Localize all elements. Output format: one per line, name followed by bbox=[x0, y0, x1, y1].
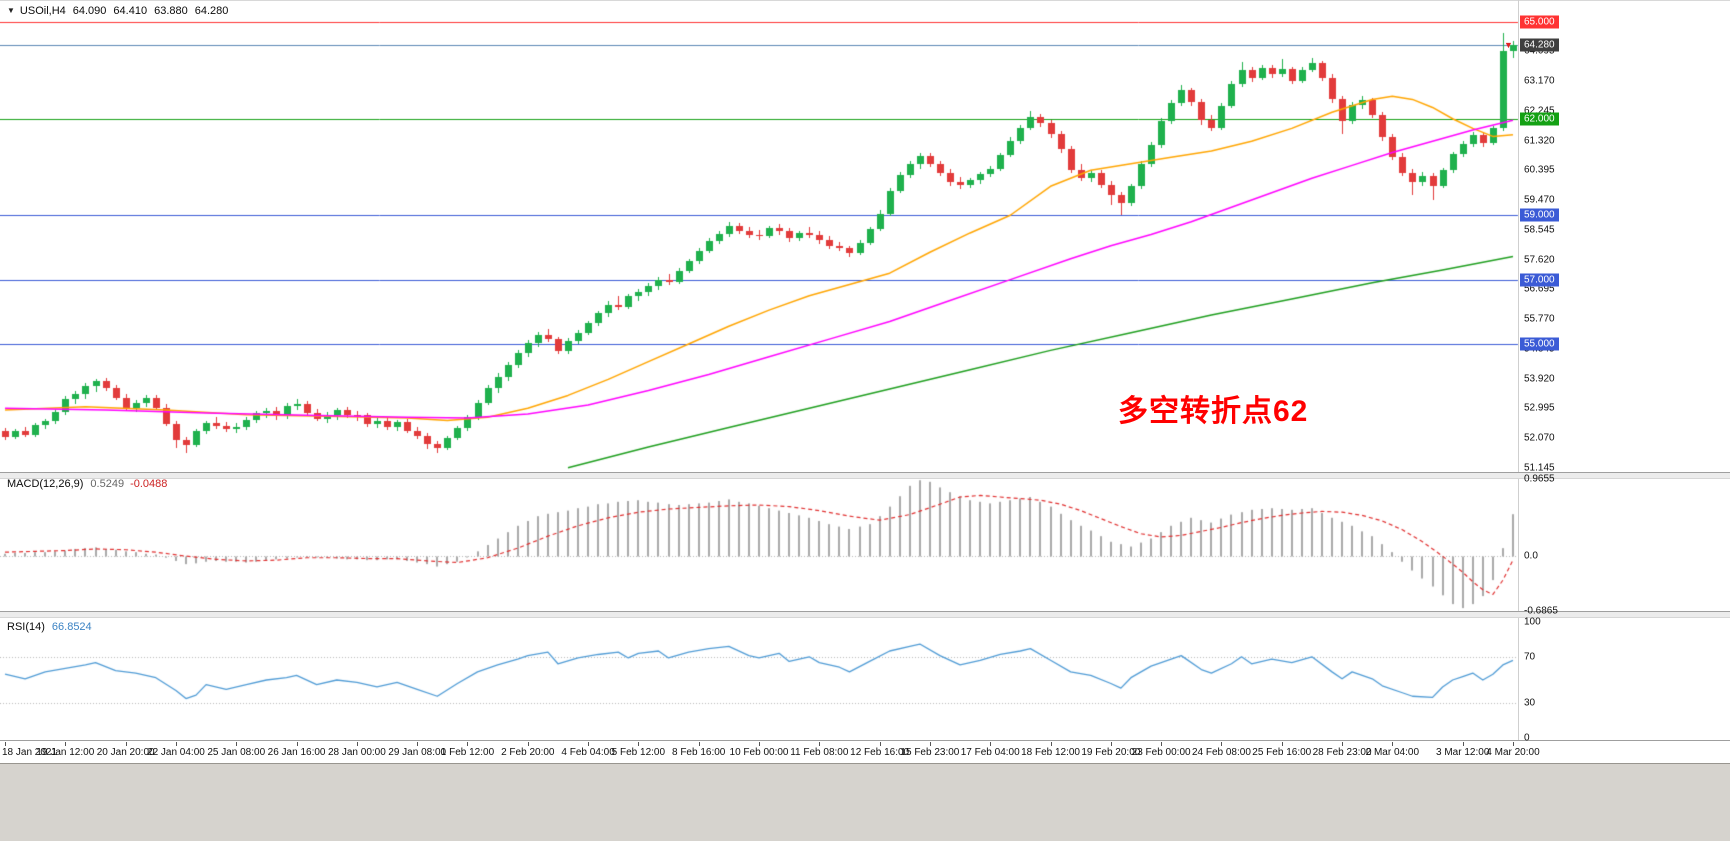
price-axis[interactable] bbox=[1519, 0, 1730, 740]
chart-title: ▼ USOil,H4 64.090 64.410 63.880 64.280 bbox=[7, 5, 228, 17]
ohlc-open: 64.090 bbox=[72, 5, 107, 17]
panel-separator-macd[interactable] bbox=[0, 472, 1730, 479]
ohlc-high: 64.410 bbox=[113, 5, 148, 17]
time-axis-separator bbox=[0, 740, 1730, 741]
macd-indicator-label: MACD(12,26,9) 0.5249 -0.0488 bbox=[7, 478, 167, 490]
macd-main-value: 0.5249 bbox=[90, 478, 125, 490]
ohlc-low: 63.880 bbox=[154, 5, 188, 17]
macd-name: MACD(12,26,9) bbox=[7, 478, 84, 490]
price-axis-border bbox=[1518, 0, 1519, 740]
rsi-indicator-label: RSI(14) 66.8524 bbox=[7, 621, 92, 633]
rsi-name: RSI(14) bbox=[7, 621, 45, 633]
panel-separator-rsi[interactable] bbox=[0, 611, 1730, 618]
window-top-border bbox=[0, 0, 1730, 1]
rsi-value: 66.8524 bbox=[51, 621, 92, 633]
window-bottom-chrome bbox=[0, 763, 1730, 841]
symbol-period-label: USOil,H4 bbox=[19, 5, 66, 17]
ohlc-close: 64.280 bbox=[194, 5, 229, 17]
chart-annotation-text[interactable]: 多空转折点62 bbox=[1118, 395, 1309, 428]
macd-signal-value: -0.0488 bbox=[130, 478, 168, 490]
time-axis[interactable] bbox=[0, 742, 1730, 763]
expander-arrow-icon[interactable]: ▼ bbox=[7, 6, 15, 15]
